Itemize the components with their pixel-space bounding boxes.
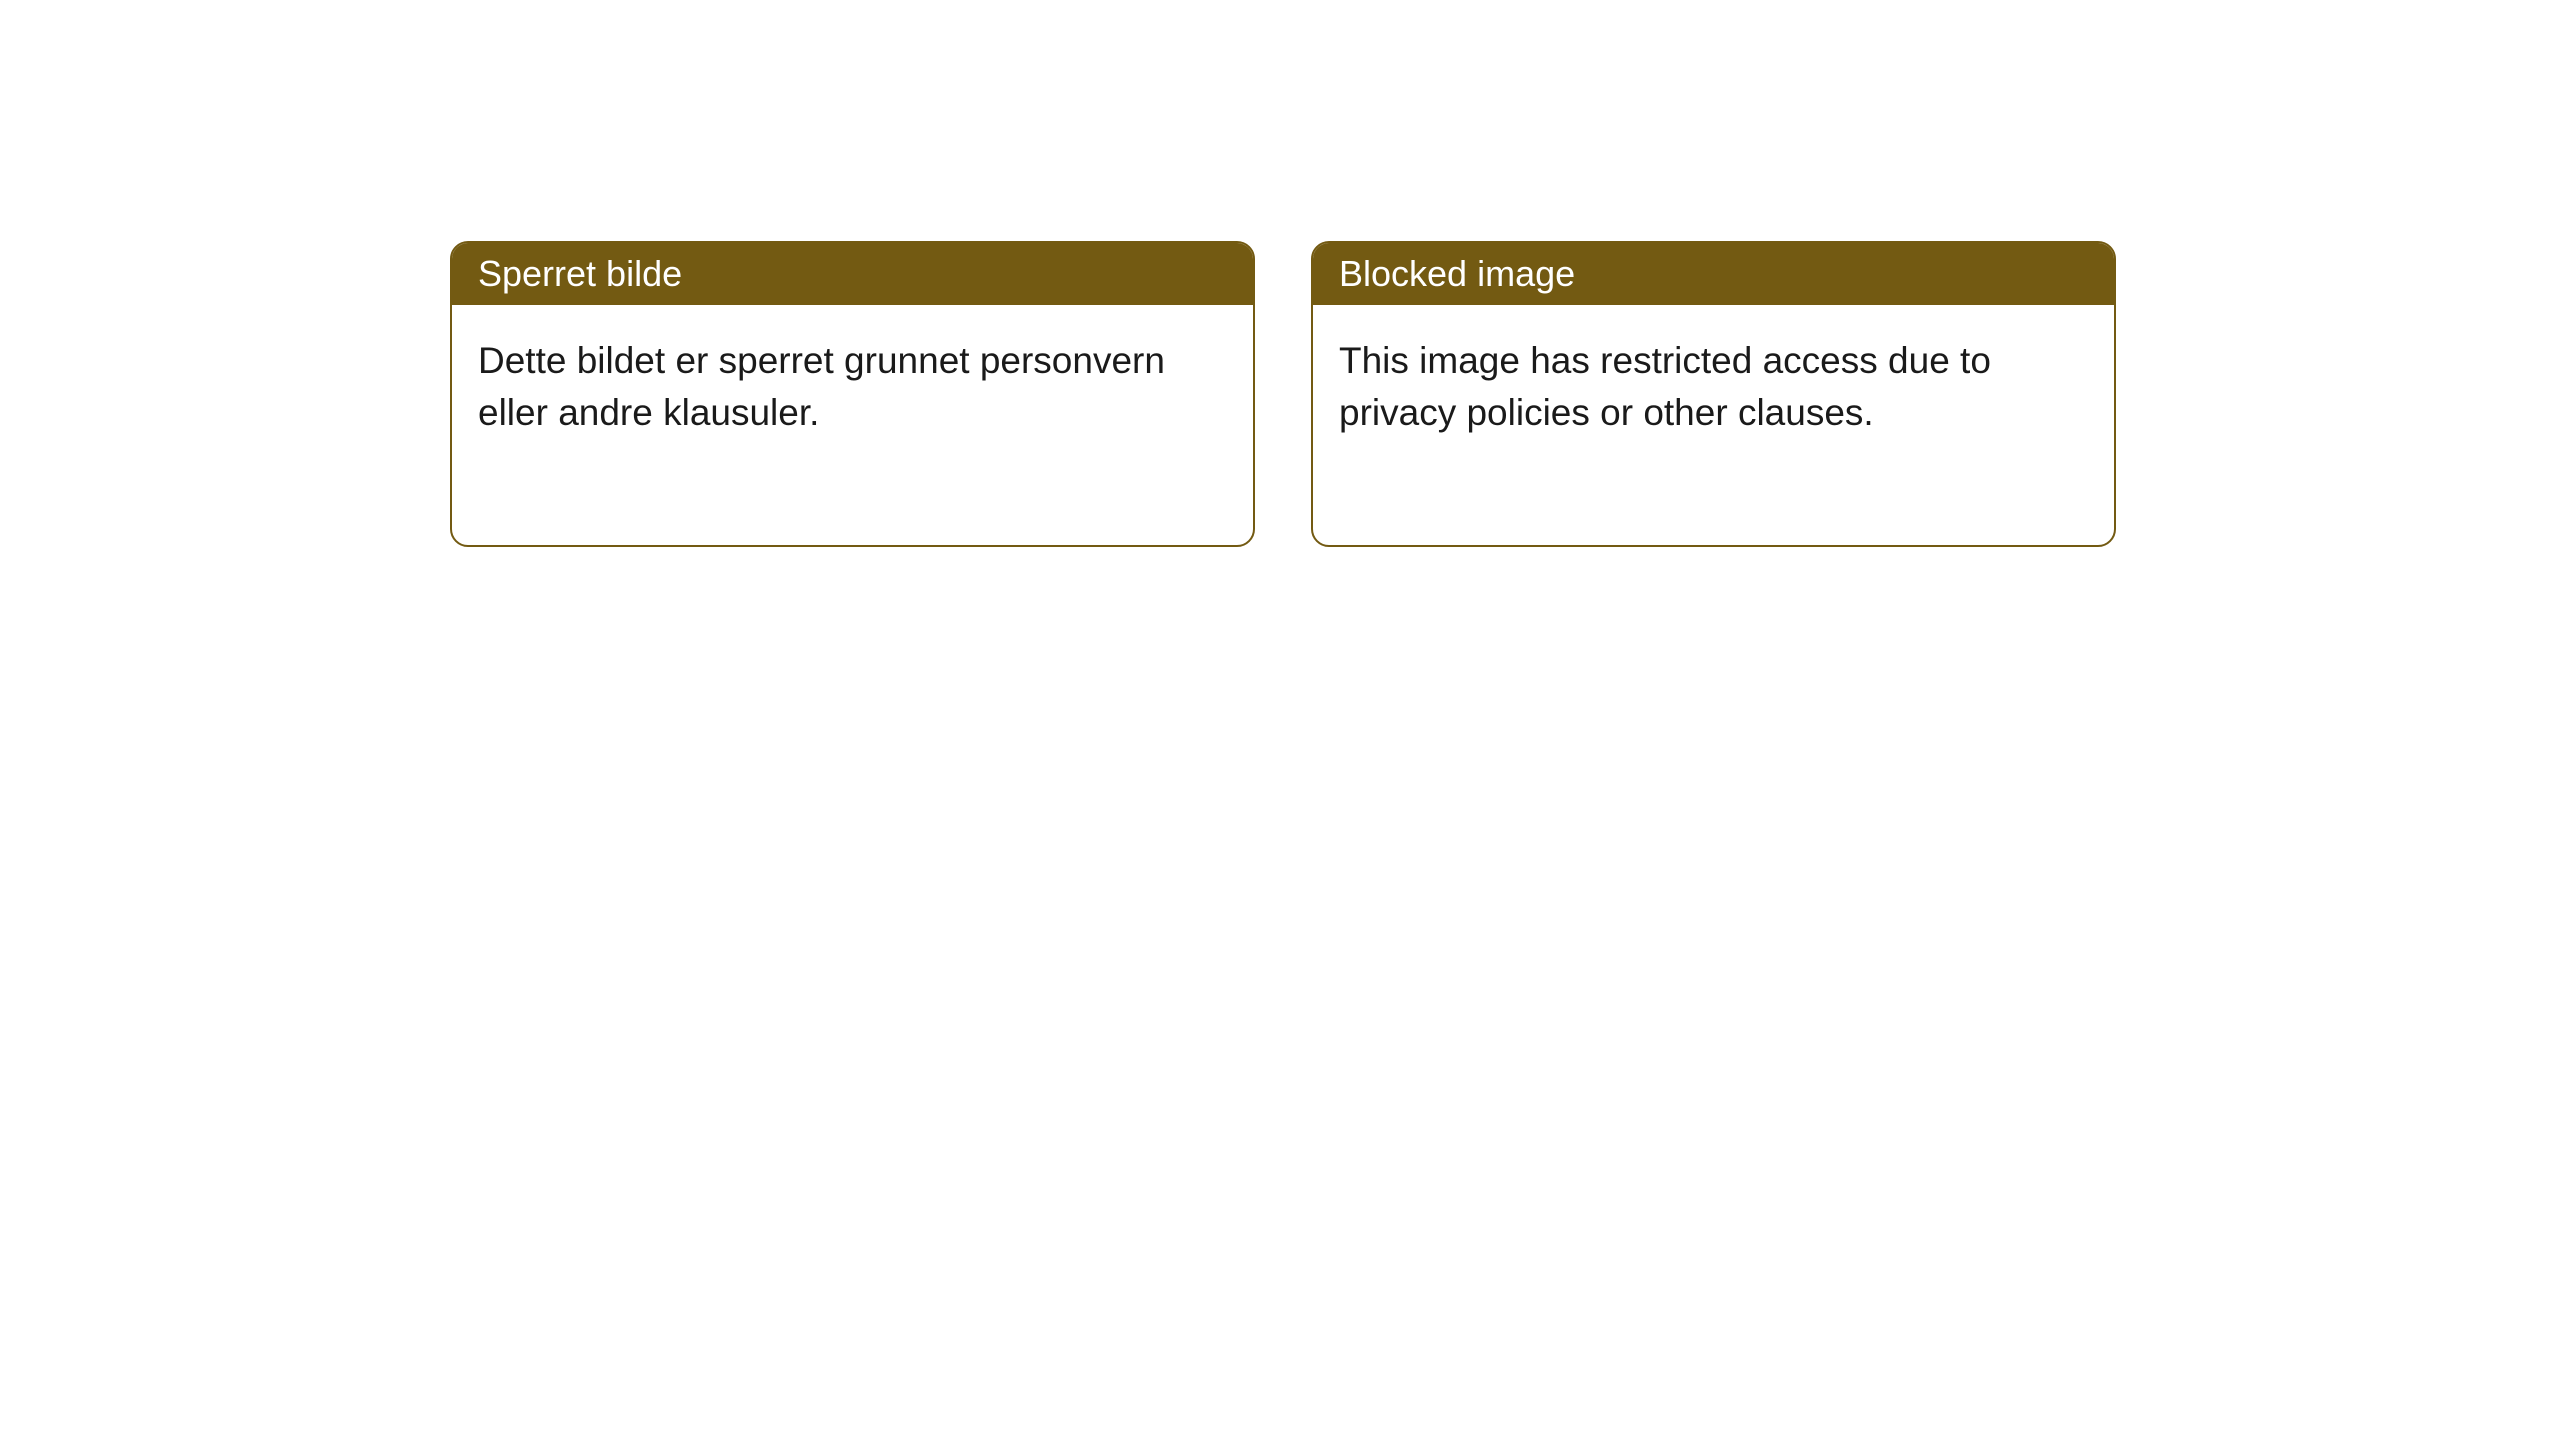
- notice-container: Sperret bilde Dette bildet er sperret gr…: [0, 0, 2560, 547]
- notice-title: Blocked image: [1339, 253, 1575, 294]
- notice-card-english: Blocked image This image has restricted …: [1311, 241, 2116, 547]
- notice-title: Sperret bilde: [478, 253, 682, 294]
- notice-body-text: This image has restricted access due to …: [1339, 340, 1991, 433]
- notice-body-text: Dette bildet er sperret grunnet personve…: [478, 340, 1165, 433]
- notice-body: Dette bildet er sperret grunnet personve…: [452, 305, 1253, 545]
- notice-header: Sperret bilde: [452, 243, 1253, 305]
- notice-card-norwegian: Sperret bilde Dette bildet er sperret gr…: [450, 241, 1255, 547]
- notice-body: This image has restricted access due to …: [1313, 305, 2114, 545]
- notice-header: Blocked image: [1313, 243, 2114, 305]
